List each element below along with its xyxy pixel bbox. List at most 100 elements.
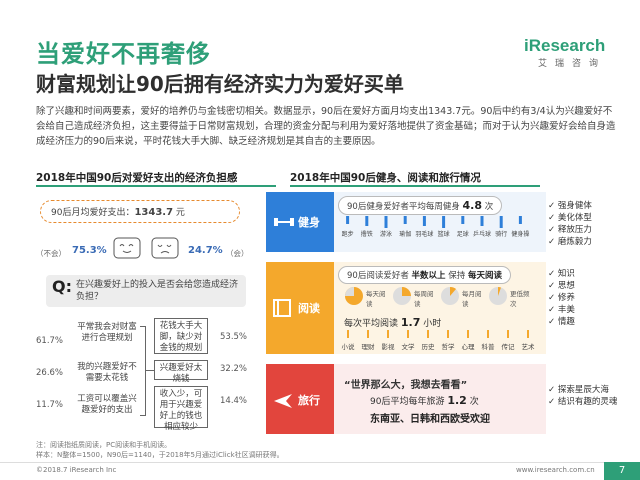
no-percentage: 75.3% [72, 245, 107, 256]
intro-paragraph: 除了兴趣和时间两要素，爱好的培养仍与金钱密切相关。数据显示，90后在爱好方面月均… [36, 106, 616, 147]
travel-avg-label: 90后平均每年旅游 [370, 397, 445, 407]
spend-label: 90后月均爱好支出： [51, 208, 135, 218]
footer-note1: 注：阅读指纸质阅读，PC阅读和手机阅读。 [36, 441, 172, 449]
genre-bar-label: 哲学 [442, 342, 456, 351]
left-row-pct: 61.7% [36, 336, 64, 346]
no-label: （不会） [36, 249, 66, 258]
reasons-block: 61.7% 平常我会对财富进行合理规划 26.6% 我的兴趣爱好不需要太花钱 1… [36, 318, 276, 432]
travel-bullet: ✓ 探索星辰大海 [548, 385, 609, 395]
reading-avg-label: 每次平均阅读 [344, 319, 399, 329]
fitness-bullet: ✓ 强身健体 [548, 201, 592, 211]
left-title-underline [36, 185, 276, 187]
right-row-pct: 53.5% [220, 332, 248, 342]
reading-pies: 每天阅读 每周阅读 每月阅读 更低频次 [344, 284, 534, 310]
fitness-pill-text: 90后健身爱好者平均每周健身 [347, 202, 460, 212]
travel-avg-value: 1.2 [447, 394, 467, 407]
right-row-pct: 14.4% [220, 396, 248, 406]
page-title: 当爱好不再奢侈 [36, 40, 211, 68]
right-row-box: 收入少，可用于兴趣爱好上的钱也相应较少 [154, 386, 208, 432]
reading-highlight2: 每天阅读 [467, 271, 502, 281]
question-text: 在兴趣爱好上的投入是否会给您造成经济负担？ [76, 280, 239, 302]
fitness-unit: 次 [484, 202, 494, 212]
genre-bar-label: 文学 [402, 342, 416, 351]
pie-icon [392, 286, 412, 310]
right-section-title: 2018年中国90后健身、阅读和旅行情况 [290, 172, 481, 184]
logo-sub: 艾瑞咨询 [538, 59, 607, 69]
airplane-icon [272, 390, 294, 413]
question-mark: Q: [52, 277, 72, 296]
yes-label: （会） [226, 249, 249, 258]
travel-label: 旅行 [298, 394, 320, 407]
travel-avg-unit: 次 [469, 397, 479, 407]
travel-quote: “世界那么大，我想去看看” [344, 380, 468, 391]
footer-note2: 样本：N整体=1500，N90后=1140，于2018年5月通过iClick社区… [36, 451, 284, 459]
left-row-text: 工资可以覆盖兴趣爱好的支出 [77, 394, 137, 415]
fitness-bar-chart: 跑步 撸铁 游泳 瑜伽 羽毛球 篮球 足球 乒乓球 骑行 健身操 [342, 216, 529, 238]
genre-bar-label: 艺术 [522, 342, 536, 351]
fitness-bar-label: 骑行 [495, 230, 507, 238]
fitness-label: 健身 [298, 216, 320, 229]
reading-bullets: ✓ 知识 ✓ 思想 ✓ 修养 ✓ 丰美 ✓ 情趣 [548, 268, 575, 328]
right-row-pct: 32.2% [220, 364, 248, 374]
fitness-bar-label: 乒乓球 [473, 230, 491, 238]
fitness-bar-label: 瑜伽 [399, 230, 411, 238]
copyright: ©2018.7 iResearch Inc [36, 466, 117, 474]
reading-label: 阅读 [298, 302, 320, 315]
reading-genre-bars: 小说 理财 影视 文学 历史 哲学 心理 科普 传记 艺术 [338, 330, 538, 352]
fitness-bars: 跑步 撸铁 游泳 瑜伽 羽毛球 篮球 足球 乒乓球 骑行 健身操 [338, 216, 530, 248]
reading-highlight1: 半数以上 [411, 271, 446, 281]
fitness-bullet: ✓ 美化体型 [548, 213, 592, 223]
genre-bar-label: 历史 [422, 342, 436, 351]
fitness-pill: 90后健身爱好者平均每周健身 4.8 次 [338, 196, 503, 215]
travel-block: 旅行 [266, 364, 334, 434]
dumbbell-icon [272, 212, 296, 235]
genre-bar-label: 理财 [362, 342, 376, 351]
genre-bar-label: 小说 [342, 342, 356, 351]
logo-name: iResearch [524, 36, 606, 55]
travel-places: 东南亚、日韩和西欧受欢迎 [370, 414, 490, 425]
reading-pill: 90后阅读爱好者 半数以上 保持 每天阅读 [338, 266, 511, 284]
travel-bullets: ✓ 探索星辰大海 ✓ 结识有趣的灵魂 [548, 384, 617, 408]
bracket-connector [146, 370, 154, 371]
left-bracket [140, 326, 146, 416]
reading-pill-text: 90后阅读爱好者 [347, 271, 409, 281]
pie-icon [344, 286, 364, 310]
pie-label: 每周阅读 [414, 290, 434, 308]
genre-bar-label: 影视 [382, 342, 396, 351]
reading-avg-value: 1.7 [400, 316, 421, 329]
fitness-bar-label: 撸铁 [361, 230, 373, 238]
pie-icon [488, 286, 508, 310]
sad-face-icon [150, 236, 180, 266]
reading-bullet: ✓ 丰美 [548, 305, 575, 315]
iresearch-logo: iResearch 艾瑞咨询 [524, 36, 624, 69]
page-subtitle: 财富规划让90后拥有经济实力为爱好买单 [36, 72, 404, 96]
travel-bullet: ✓ 结识有趣的灵魂 [548, 397, 618, 407]
happy-face-icon [112, 236, 142, 266]
book-icon [272, 298, 294, 321]
left-row-pct: 26.6% [36, 368, 64, 378]
genre-bar-label: 传记 [502, 342, 516, 351]
reading-bullet: ✓ 修养 [548, 293, 575, 303]
right-row-box: 花钱大手大脚，缺少对金钱的规划 [154, 318, 208, 354]
fitness-bar-label: 游泳 [380, 230, 392, 238]
fitness-bar-label: 羽毛球 [415, 230, 433, 238]
reading-avg: 每次平均阅读 1.7 小时 [344, 316, 441, 329]
question-box: Q: 在兴趣爱好上的投入是否会给您造成经济负担？ [46, 275, 246, 307]
pie-label: 更低频次 [510, 290, 530, 308]
genre-bar-label: 心理 [462, 343, 476, 351]
pie-icon [440, 286, 460, 310]
fitness-bar-label: 跑步 [342, 230, 354, 238]
fitness-bullet: ✓ 释放压力 [548, 225, 592, 235]
fitness-value: 4.8 [462, 199, 483, 212]
footer-divider [0, 462, 640, 463]
reading-block: 阅读 [266, 262, 334, 354]
left-section-title: 2018年中国90后对爱好支出的经济负担感 [36, 172, 238, 184]
reading-bullet: ✓ 思想 [548, 281, 575, 291]
yes-percentage: 24.7% [188, 245, 223, 256]
left-row-text: 平常我会对财富进行合理规划 [77, 322, 137, 343]
reading-middle: 保持 [448, 271, 466, 281]
pie-label: 每月阅读 [462, 290, 482, 308]
reading-bullet: ✓ 知识 [548, 269, 575, 279]
fitness-bullets: ✓ 强身健体 ✓ 美化体型 ✓ 释放压力 ✓ 磨炼毅力 [548, 200, 592, 248]
page-number: 7 [604, 462, 640, 480]
